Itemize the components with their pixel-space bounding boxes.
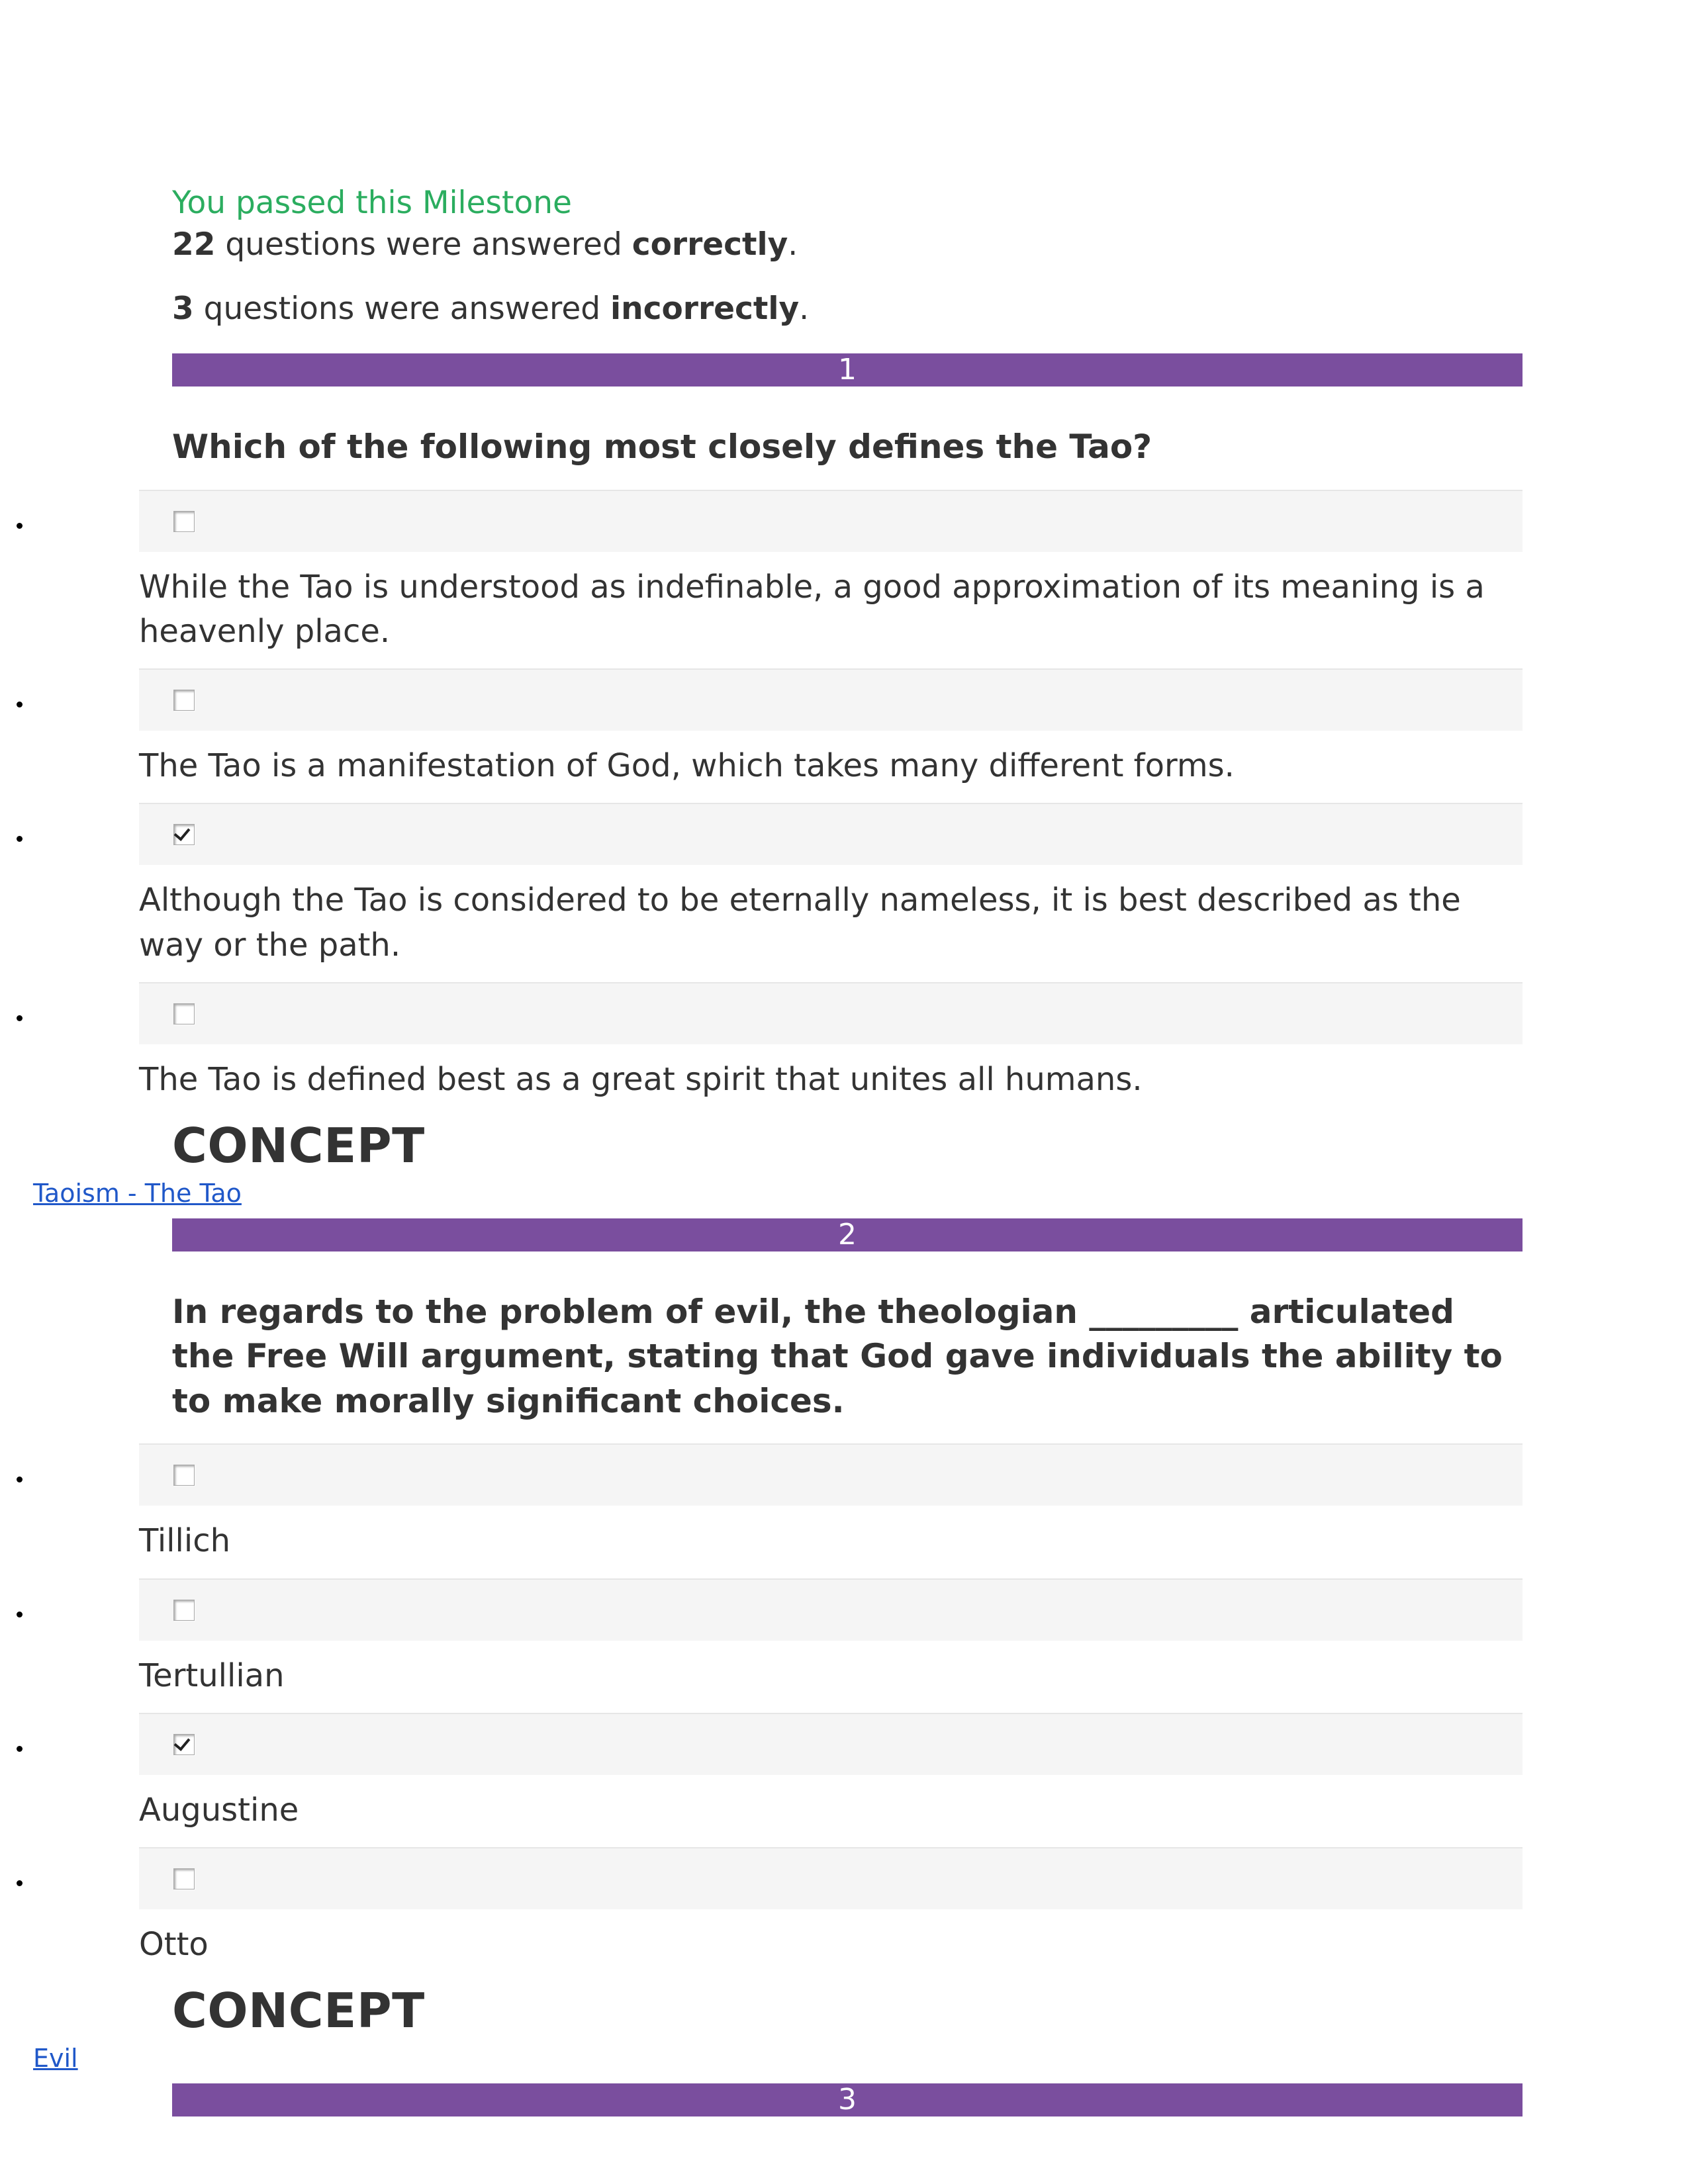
question-number-bar: 1 bbox=[172, 353, 1523, 387]
answer-check-row[interactable] bbox=[139, 668, 1523, 731]
incorrect-period: . bbox=[799, 291, 809, 327]
question-text: Which of the following most closely defi… bbox=[172, 425, 1523, 470]
correct-mid: questions were answered bbox=[215, 226, 632, 263]
answer-option: Augustine bbox=[33, 1713, 1523, 1847]
answer-option: While the Tao is understood as indefinab… bbox=[33, 490, 1523, 668]
answer-check-row[interactable] bbox=[139, 1847, 1523, 1909]
concept-link[interactable]: Taoism - The Tao bbox=[33, 1179, 242, 1208]
checkbox-icon[interactable] bbox=[173, 511, 195, 532]
answer-text: Tillich bbox=[139, 1506, 1503, 1578]
checkbox-icon[interactable] bbox=[173, 1465, 195, 1486]
answer-option: Tillich bbox=[33, 1443, 1523, 1578]
incorrect-count: 3 bbox=[172, 291, 194, 327]
answer-check-row[interactable] bbox=[139, 982, 1523, 1044]
answer-option: Otto bbox=[33, 1847, 1523, 1981]
answer-check-row[interactable] bbox=[139, 1578, 1523, 1641]
answer-check-row[interactable] bbox=[139, 1443, 1523, 1506]
content-column: You passed this Milestone 22 questions w… bbox=[172, 184, 1523, 2116]
correct-word: correctly bbox=[632, 226, 788, 263]
checkbox-icon[interactable] bbox=[173, 824, 195, 845]
answer-option: Tertullian bbox=[33, 1578, 1523, 1713]
incorrect-word: incorrectly bbox=[610, 291, 799, 327]
answer-option: Although the Tao is considered to be ete… bbox=[33, 803, 1523, 981]
answer-text: The Tao is a manifestation of God, which… bbox=[139, 731, 1503, 803]
concept-heading: CONCEPT bbox=[172, 1983, 1523, 2038]
concept-heading: CONCEPT bbox=[172, 1118, 1523, 1173]
checkbox-icon[interactable] bbox=[173, 1734, 195, 1755]
page: You passed this Milestone 22 questions w… bbox=[0, 0, 1688, 2184]
correct-count: 22 bbox=[172, 226, 215, 263]
milestone-passed-text: You passed this Milestone bbox=[172, 184, 1523, 223]
question-number-bar: 2 bbox=[172, 1218, 1523, 1251]
concept-link[interactable]: Evil bbox=[33, 2044, 78, 2073]
answer-check-row[interactable] bbox=[139, 490, 1523, 552]
checkbox-icon[interactable] bbox=[173, 1003, 195, 1024]
checkbox-icon[interactable] bbox=[173, 1868, 195, 1889]
answer-list: While the Tao is understood as indefinab… bbox=[33, 490, 1523, 1116]
answer-option: The Tao is a manifestation of God, which… bbox=[33, 668, 1523, 803]
answer-option: The Tao is defined best as a great spiri… bbox=[33, 982, 1523, 1116]
answer-text: Although the Tao is considered to be ete… bbox=[139, 865, 1503, 981]
question-text: In regards to the problem of evil, the t… bbox=[172, 1290, 1523, 1424]
answer-check-row[interactable] bbox=[139, 803, 1523, 865]
incorrect-mid: questions were answered bbox=[194, 291, 610, 327]
answer-list: Tillich Tertullian Augustine bbox=[33, 1443, 1523, 1981]
question-number-bar: 3 bbox=[172, 2083, 1523, 2116]
correct-score-line: 22 questions were answered correctly. bbox=[172, 226, 1523, 265]
checkbox-icon[interactable] bbox=[173, 1600, 195, 1621]
correct-period: . bbox=[788, 226, 798, 263]
answer-check-row[interactable] bbox=[139, 1713, 1523, 1775]
checkbox-icon[interactable] bbox=[173, 690, 195, 711]
answer-text: The Tao is defined best as a great spiri… bbox=[139, 1044, 1503, 1116]
answer-text: Otto bbox=[139, 1909, 1503, 1981]
incorrect-score-line: 3 questions were answered incorrectly. bbox=[172, 290, 1523, 329]
answer-text: Tertullian bbox=[139, 1641, 1503, 1713]
answer-text: While the Tao is understood as indefinab… bbox=[139, 552, 1503, 668]
answer-text: Augustine bbox=[139, 1775, 1503, 1847]
